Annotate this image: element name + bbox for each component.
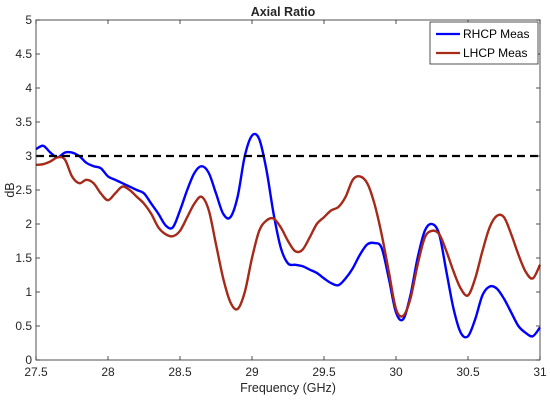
legend-label-lhcp: LHCP Meas (463, 46, 527, 60)
series-line-rhcp (35, 132, 541, 339)
series-line-lhcp (35, 155, 542, 318)
x-tick-label: 28.5 (168, 365, 192, 379)
y-tick-label: 2 (25, 217, 32, 231)
y-tick-label: 1.5 (15, 251, 32, 265)
y-tick-label: 0.5 (15, 319, 32, 333)
y-tick-label: 2.5 (15, 183, 32, 197)
x-tick-label: 31 (533, 365, 547, 379)
axes-layer: 27.5 28 28.5 29 29.5 30 30.5 31 0 0.5 1 1.5 2 2.5 3 3.5… (15, 13, 547, 379)
y-tick-label: 4.5 (15, 47, 32, 61)
series-layer (35, 132, 542, 339)
x-tick-label: 29 (245, 365, 259, 379)
y-tick-label: 1 (25, 285, 32, 299)
x-axis-label: Frequency (GHz) (240, 381, 336, 395)
y-tick-label: 5 (25, 13, 32, 27)
x-tick-label: 28 (101, 365, 115, 379)
x-tick-label: 29.5 (312, 365, 336, 379)
x-tick-label: 30 (389, 365, 403, 379)
y-axis-label: dB (3, 182, 17, 197)
y-tick-label: 4 (25, 81, 32, 95)
legend: RHCP Meas LHCP Meas (429, 21, 539, 65)
x-tick-label: 27.5 (24, 365, 48, 379)
y-tick-label: 3.5 (15, 115, 32, 129)
legend-label-rhcp: RHCP Meas (463, 27, 529, 41)
legend-box (429, 21, 539, 65)
x-tick-label: 30.5 (456, 365, 480, 379)
y-tick-label: 3 (25, 149, 32, 163)
y-tick-label: 0 (25, 353, 32, 367)
chart-title: Axial Ratio (251, 5, 316, 19)
plot-area (36, 20, 540, 360)
